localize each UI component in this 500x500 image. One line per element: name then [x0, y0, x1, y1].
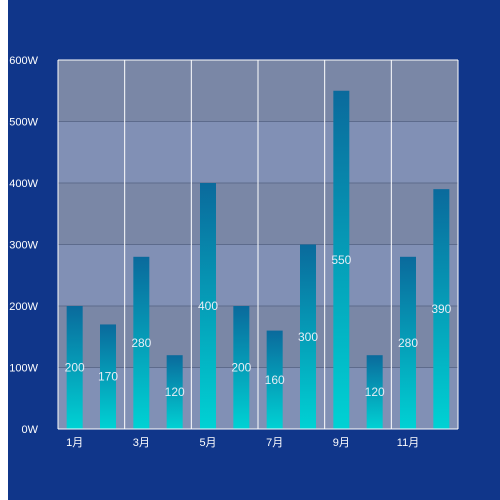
data-label: 280	[131, 336, 151, 350]
data-label: 400	[198, 299, 218, 313]
data-label: 550	[331, 253, 351, 267]
bar-4月	[166, 355, 183, 429]
data-label: 200	[231, 361, 251, 375]
y-axis-ticks: 0W 100W 200W 300W 400W 500W 600W	[9, 55, 38, 436]
bar-9月	[333, 90, 350, 429]
x-tick-label: 5月	[199, 437, 216, 449]
y-tick-label: 200W	[9, 301, 38, 313]
y-tick-label: 400W	[9, 178, 38, 190]
bar-12月	[433, 189, 450, 429]
bar-2月	[100, 324, 116, 429]
bar-1月	[66, 306, 83, 429]
x-tick-label: 11月	[397, 437, 419, 449]
column-dividers	[57, 59, 459, 430]
bar-5月	[200, 183, 216, 429]
data-label: 200	[65, 361, 85, 375]
y-tick-label: 500W	[9, 117, 38, 129]
data-label: 160	[265, 373, 285, 387]
y-tick-label: 100W	[9, 363, 38, 375]
x-tick-label: 7月	[266, 437, 283, 449]
data-label: 120	[365, 385, 385, 399]
data-label: 170	[98, 370, 118, 384]
y-tick-label: 300W	[9, 240, 38, 252]
bar-7月	[266, 330, 283, 429]
bar-8月	[300, 244, 316, 429]
x-tick-label: 9月	[333, 437, 350, 449]
x-tick-label: 1月	[66, 437, 83, 449]
x-axis-ticks: 1月 3月 5月 7月 9月 11月	[66, 437, 419, 449]
data-label: 280	[398, 336, 418, 350]
bar-3月	[133, 256, 150, 429]
data-label: 120	[165, 385, 185, 399]
y-tick-label: 0W	[22, 424, 39, 436]
bars	[66, 90, 450, 429]
data-label: 390	[431, 302, 451, 316]
data-labels: 200 170 280 120 400 200 160 300 550 120 280 390	[65, 253, 452, 399]
bar-10月	[366, 355, 383, 429]
bar-11月	[400, 256, 416, 429]
x-tick-label: 3月	[133, 437, 150, 449]
bar-6月	[233, 306, 250, 429]
data-label: 300	[298, 330, 318, 344]
y-tick-label: 600W	[9, 55, 38, 67]
